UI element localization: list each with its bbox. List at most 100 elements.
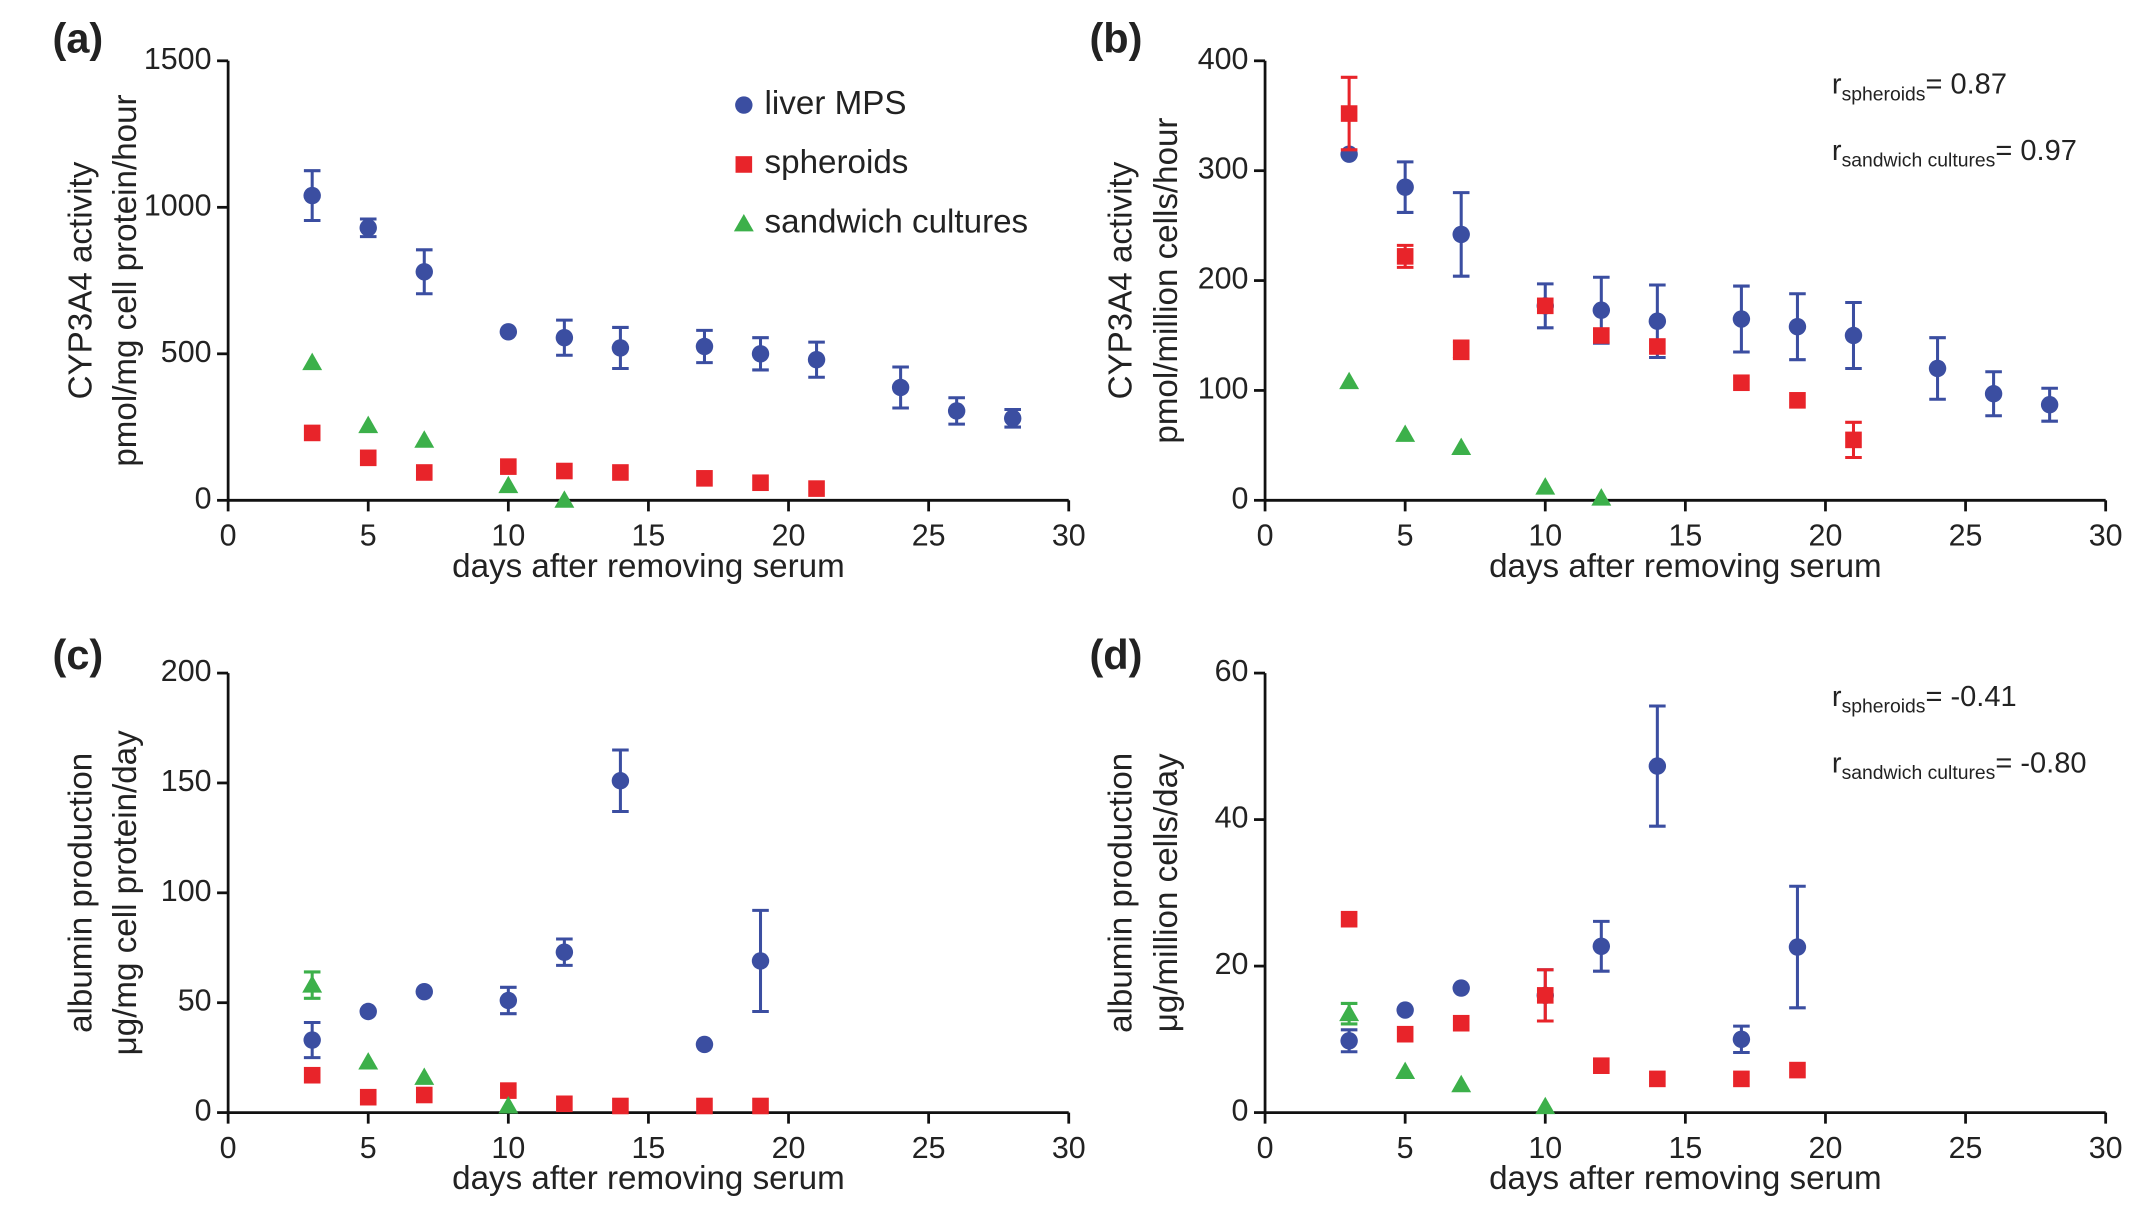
data-point-spheroids [556, 462, 573, 480]
data-point-mps [1340, 1032, 1358, 1050]
data-point-mps [303, 186, 321, 205]
data-point-spheroids [612, 464, 629, 481]
x-tick-label: 0 [220, 519, 237, 553]
data-point-mps [891, 378, 910, 397]
data-point-spheroids [1649, 1070, 1666, 1088]
chart-panel-d: (d) 0 5 10 15 20 25 30 0 20 40 60 days after removin… [1089, 631, 2122, 1197]
series-spheroids [1340, 910, 1806, 1088]
data-point-mps [1003, 409, 1022, 427]
x-tick-label: 10 [491, 1131, 525, 1165]
data-point-sandwich [1591, 488, 1612, 506]
y-axis-title: albumin production [1102, 753, 1139, 1033]
r-subscript: spheroids [1842, 696, 1926, 718]
data-point-spheroids [303, 1066, 321, 1084]
r-value: = 0.87 [1925, 68, 2006, 100]
y-axis-title: albumin production [63, 753, 100, 1033]
correlation-annotation: rspheroids= 0.87 [1832, 68, 2007, 105]
data-point-mps [1592, 301, 1611, 319]
data-point-sandwich [1339, 1003, 1360, 1022]
data-point-mps [1396, 1001, 1414, 1019]
legend-label: spheroids [765, 144, 909, 181]
data-point-mps [1648, 312, 1667, 330]
legend: liver MPS spheroids sandwich cultures [733, 85, 1028, 241]
data-point-mps [1592, 937, 1611, 956]
x-tick-label: 15 [632, 1131, 666, 1165]
data-point-mps [611, 772, 630, 790]
data-point-spheroids [1396, 248, 1414, 265]
x-tick-label: 20 [1809, 519, 1843, 553]
data-point-sandwich [554, 490, 575, 508]
legend-marker-spheroids [735, 156, 753, 173]
x-tick-label: 25 [1949, 1131, 1983, 1165]
data-point-mps [1788, 938, 1807, 956]
data-point-spheroids [500, 458, 517, 475]
data-point-spheroids [612, 1097, 629, 1115]
data-point-mps [1452, 979, 1470, 997]
x-tick-label: 5 [360, 1131, 377, 1165]
data-point-mps [695, 1035, 714, 1054]
series-spheroids [1340, 75, 1862, 459]
r-symbol: r [1832, 747, 1842, 779]
data-point-spheroids [1593, 1057, 1610, 1074]
data-point-sandwich [498, 1096, 519, 1114]
data-point-spheroids [752, 1097, 769, 1115]
data-point-spheroids [359, 449, 377, 467]
data-point-spheroids [359, 1088, 377, 1106]
x-tick-label: 20 [772, 519, 806, 553]
r-value: = -0.80 [1995, 747, 2086, 779]
chart-panel-a: (a) 0 5 10 15 20 25 30 0 500 1000 1500 days after re… [53, 14, 1086, 584]
series-spheroids [303, 1066, 769, 1115]
data-point-spheroids [1789, 392, 1806, 409]
x-axis-title: days after removing serum [1489, 1160, 1882, 1197]
y-tick-label: 1500 [144, 42, 212, 76]
data-point-mps [1928, 359, 1947, 378]
legend-label: liver MPS [765, 85, 907, 122]
data-point-spheroids [1733, 1070, 1750, 1088]
x-tick-label: 0 [1257, 519, 1274, 553]
x-tick-label: 30 [2089, 1131, 2123, 1165]
data-point-spheroids [500, 1082, 517, 1099]
series-sandwich [1339, 371, 1612, 506]
legend-marker-sandwich [733, 213, 754, 232]
y-axis-title: CYP3A4 activity [1102, 161, 1139, 399]
data-point-sandwich [302, 975, 323, 993]
series-mps [303, 169, 1022, 429]
y-tick-label: 400 [1198, 42, 1249, 76]
x-tick-label: 5 [360, 519, 377, 553]
data-point-spheroids [1452, 341, 1470, 359]
data-point-mps [807, 350, 826, 369]
x-tick-label: 0 [1257, 1131, 1274, 1165]
data-point-spheroids [752, 474, 769, 492]
data-point-mps [1732, 1030, 1751, 1049]
x-tick-label: 30 [1052, 519, 1086, 553]
legend-marker-mps [735, 96, 753, 114]
y-tick-label: 20 [1215, 947, 1249, 981]
data-point-mps [555, 328, 574, 347]
x-axis-title: days after removing serum [452, 548, 845, 585]
series-mps [1340, 145, 2059, 423]
series-mps [1340, 704, 1807, 1055]
data-point-sandwich [1535, 1096, 1556, 1115]
data-point-sandwich [1451, 437, 1472, 456]
data-point-mps [359, 219, 377, 237]
data-point-mps [1844, 326, 1863, 345]
y-tick-label: 0 [195, 1094, 212, 1128]
data-point-sandwich [414, 430, 435, 448]
chart-panel-c: (c) 0 5 10 15 20 25 30 0 50 100 150 200 days after re… [53, 631, 1086, 1197]
data-point-mps [947, 402, 966, 420]
x-tick-label: 30 [2089, 519, 2123, 553]
series-spheroids [303, 424, 825, 497]
x-tick-label: 5 [1397, 1131, 1414, 1165]
data-point-sandwich [358, 1052, 379, 1070]
data-point-mps [611, 339, 630, 357]
y-tick-label: 150 [161, 764, 212, 798]
y-tick-label: 1000 [144, 188, 212, 222]
data-point-spheroids [1340, 105, 1358, 122]
data-point-mps [1648, 757, 1667, 775]
x-tick-label: 15 [1668, 1131, 1702, 1165]
r-subscript: sandwich cultures [1842, 150, 1996, 172]
y-tick-label: 0 [195, 481, 212, 515]
data-point-mps [695, 337, 714, 356]
r-value: = 0.97 [1995, 135, 2076, 167]
